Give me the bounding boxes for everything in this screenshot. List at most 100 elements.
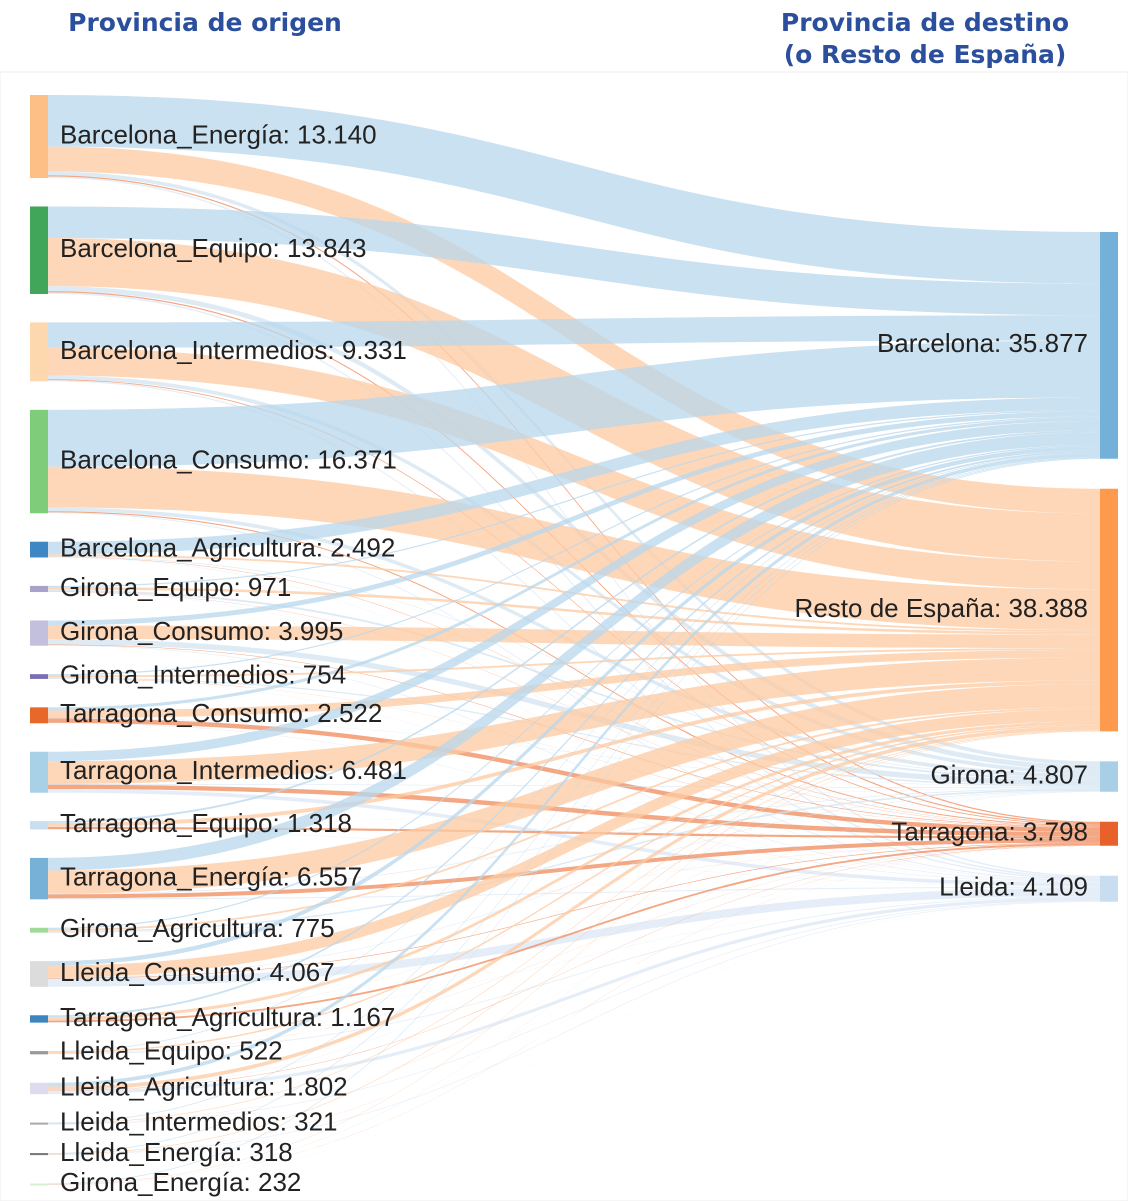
source-node — [30, 1183, 48, 1186]
source-label: Tarragona_Equipo: 1.318 — [60, 808, 352, 838]
link — [48, 456, 1100, 1124]
link — [48, 896, 1100, 1055]
link — [48, 556, 1100, 779]
link — [48, 791, 1100, 1091]
link — [48, 788, 1100, 933]
link — [48, 417, 1100, 711]
link — [48, 684, 1100, 894]
link — [48, 466, 1100, 631]
link — [48, 829, 1100, 887]
link — [48, 340, 1100, 467]
source-label: Lleida_Consumo: 4.067 — [60, 957, 335, 987]
link — [48, 845, 1100, 1054]
link — [48, 791, 1100, 1054]
source-node — [30, 95, 48, 179]
source-label: Girona_Intermedios: 754 — [60, 659, 346, 689]
link — [48, 784, 1100, 837]
source-label: Girona_Energía: 232 — [60, 1167, 301, 1197]
target-title: (o Resto de España) — [784, 40, 1067, 69]
link — [48, 587, 1100, 635]
target-title: Provincia de destino — [781, 8, 1069, 37]
source-node — [30, 1082, 48, 1095]
target-label: Resto de España: 38.388 — [795, 593, 1088, 623]
target-node — [1100, 232, 1118, 459]
link — [48, 591, 1100, 882]
source-node — [30, 1015, 48, 1023]
link — [48, 897, 1100, 1095]
link — [48, 512, 1100, 882]
link — [48, 895, 1100, 1023]
source-label: Tarragona_Agricultura: 1.167 — [60, 1002, 395, 1032]
link — [48, 410, 1100, 588]
source-label: Lleida_Energía: 318 — [60, 1137, 293, 1167]
source-node — [30, 751, 48, 793]
link — [48, 729, 1100, 1124]
link — [48, 95, 1100, 284]
source-node — [30, 1153, 48, 1156]
link — [48, 416, 1100, 676]
source-node — [30, 674, 48, 679]
link — [48, 709, 1100, 978]
link — [48, 444, 1100, 930]
link — [48, 347, 1100, 590]
link — [48, 721, 1100, 1021]
link — [48, 827, 1100, 839]
link — [48, 379, 1100, 826]
link — [48, 649, 1100, 719]
link — [48, 677, 1100, 787]
link — [48, 420, 1100, 762]
link — [48, 452, 1100, 1052]
link — [48, 511, 1100, 827]
link — [48, 722, 1100, 883]
target-node — [1100, 875, 1118, 902]
link — [48, 315, 1100, 348]
target-node — [1100, 821, 1118, 846]
link — [48, 707, 1100, 931]
link — [48, 430, 1100, 824]
link — [48, 887, 1100, 933]
link — [48, 397, 1100, 555]
link — [48, 206, 1100, 316]
link — [48, 458, 1100, 1185]
link — [48, 375, 1100, 774]
link — [48, 718, 1100, 832]
link — [48, 791, 1100, 1155]
link — [48, 900, 1100, 1156]
source-node — [30, 961, 48, 987]
source-node — [30, 541, 48, 558]
link — [48, 886, 1100, 900]
link — [48, 411, 1100, 626]
source-label: Tarragona_Consumo: 2.522 — [60, 698, 382, 728]
source-label: Lleida_Equipo: 522 — [60, 1036, 283, 1066]
link — [48, 790, 1100, 1021]
source-node — [30, 409, 48, 514]
source-node — [30, 1122, 48, 1125]
source-label: Tarragona_Energía: 6.557 — [60, 861, 362, 891]
link — [48, 645, 1100, 883]
link — [48, 292, 1100, 879]
link — [48, 680, 1100, 827]
target-label: Lleida: 4.109 — [939, 872, 1088, 902]
source-label: Girona_Consumo: 3.995 — [60, 616, 343, 646]
source-node — [30, 1051, 48, 1055]
link — [48, 453, 1100, 1087]
link — [48, 450, 1100, 1018]
link — [48, 791, 1100, 1185]
source-label: Barcelona_Agricultura: 2.492 — [60, 532, 395, 562]
link — [48, 787, 1100, 828]
link — [48, 845, 1100, 1155]
source-label: Barcelona_Energía: 13.140 — [60, 119, 377, 149]
source-node — [30, 585, 48, 593]
link — [48, 842, 1100, 979]
source-label: Barcelona_Consumo: 16.371 — [60, 444, 397, 474]
link — [48, 644, 1100, 828]
source-label: Girona_Equipo: 971 — [60, 572, 291, 602]
link — [48, 843, 1100, 1023]
link — [48, 457, 1100, 1154]
source-node — [30, 857, 48, 900]
source-label: Girona_Agricultura: 775 — [60, 913, 335, 943]
target-label: Tarragona: 3.798 — [891, 817, 1088, 847]
link — [48, 432, 1100, 871]
source-label: Barcelona_Intermedios: 9.331 — [60, 335, 407, 365]
